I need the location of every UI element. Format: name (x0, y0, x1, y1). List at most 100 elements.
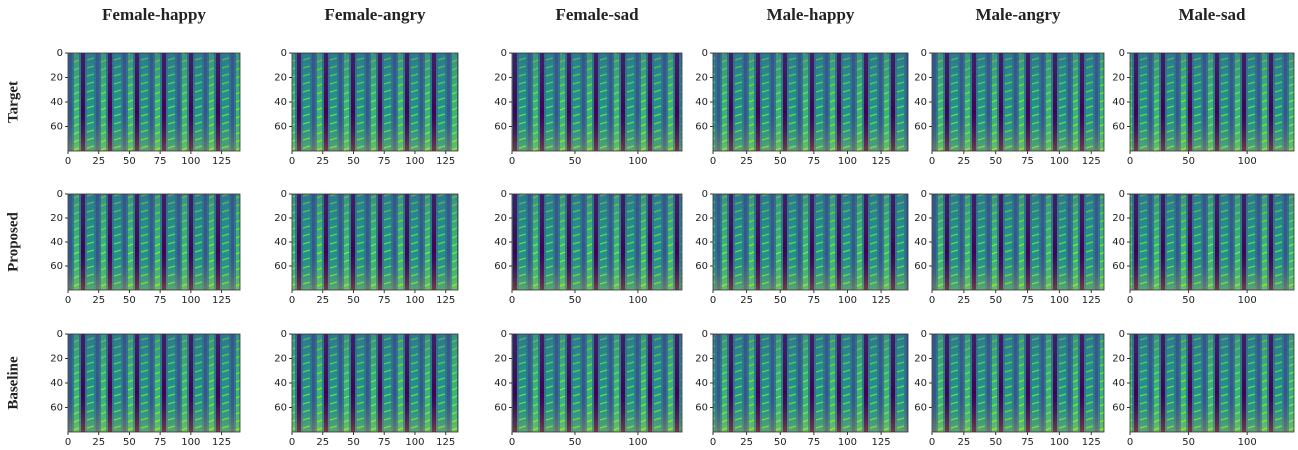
x-tick-label: 125 (212, 295, 231, 306)
spectrogram-shade (713, 53, 908, 151)
x-tick-label: 50 (774, 437, 787, 448)
column-title: Male-happy (767, 5, 855, 24)
spectrogram-shade (1130, 194, 1294, 290)
x-tick-label: 25 (740, 437, 753, 448)
spectrogram-shade (292, 194, 458, 290)
y-tick-label: 60 (1112, 261, 1125, 272)
x-tick-label: 125 (1082, 437, 1101, 448)
y-tick-label: 60 (274, 261, 287, 272)
y-tick-label: 20 (274, 213, 287, 224)
x-tick-label: 100 (628, 295, 647, 306)
spectrogram-shade (932, 194, 1104, 290)
y-tick-label: 0 (501, 48, 507, 59)
x-tick-label: 25 (92, 437, 105, 448)
x-tick-label: 100 (181, 156, 200, 167)
y-tick-label: 20 (914, 213, 927, 224)
x-tick-label: 25 (316, 295, 329, 306)
x-tick-label: 100 (405, 437, 424, 448)
x-tick-label: 0 (289, 437, 295, 448)
y-tick-label: 0 (702, 329, 708, 340)
x-tick-label: 0 (509, 437, 515, 448)
y-tick-label: 0 (702, 48, 708, 59)
x-tick-label: 125 (212, 437, 231, 448)
y-tick-label: 0 (57, 189, 63, 200)
y-tick-label: 60 (914, 122, 927, 133)
y-tick-label: 0 (921, 48, 927, 59)
x-tick-label: 125 (872, 295, 891, 306)
y-tick-label: 40 (695, 97, 708, 108)
x-tick-label: 25 (740, 156, 753, 167)
spectrogram-shade (932, 334, 1104, 432)
spectrogram-shade (68, 53, 240, 151)
x-tick-label: 50 (347, 156, 360, 167)
x-tick-label: 50 (123, 295, 136, 306)
x-tick-label: 50 (347, 437, 360, 448)
x-tick-label: 0 (289, 295, 295, 306)
y-tick-label: 20 (494, 213, 507, 224)
x-tick-label: 75 (1021, 295, 1034, 306)
x-tick-label: 50 (569, 156, 582, 167)
x-tick-label: 25 (92, 156, 105, 167)
y-tick-label: 60 (274, 403, 287, 414)
x-tick-label: 0 (929, 156, 935, 167)
x-tick-label: 50 (774, 295, 787, 306)
x-tick-label: 50 (569, 437, 582, 448)
y-tick-label: 20 (914, 73, 927, 84)
y-tick-label: 0 (921, 189, 927, 200)
x-tick-label: 75 (1021, 437, 1034, 448)
y-tick-label: 20 (274, 354, 287, 365)
y-tick-label: 40 (914, 97, 927, 108)
spectrogram-shade (292, 53, 458, 151)
y-tick-label: 60 (494, 122, 507, 133)
x-tick-label: 100 (1050, 295, 1069, 306)
row-label: Target (5, 81, 21, 123)
spectrogram-shade (68, 334, 240, 432)
x-tick-label: 100 (1050, 156, 1069, 167)
y-tick-label: 60 (494, 403, 507, 414)
x-tick-label: 75 (807, 156, 820, 167)
y-tick-label: 40 (494, 378, 507, 389)
x-tick-label: 50 (347, 295, 360, 306)
x-tick-label: 125 (1082, 156, 1101, 167)
y-tick-label: 20 (494, 354, 507, 365)
spectrogram-shade (713, 334, 908, 432)
x-tick-label: 50 (569, 295, 582, 306)
x-tick-label: 50 (1182, 156, 1195, 167)
x-tick-label: 25 (316, 156, 329, 167)
y-tick-label: 0 (281, 189, 287, 200)
spectrogram-shade (68, 194, 240, 290)
y-tick-label: 20 (50, 213, 63, 224)
column-title: Female-angry (324, 5, 426, 24)
spectrogram-shade (1130, 334, 1294, 432)
y-tick-label: 40 (494, 237, 507, 248)
x-tick-label: 100 (181, 437, 200, 448)
y-tick-label: 40 (274, 237, 287, 248)
y-tick-label: 40 (695, 378, 708, 389)
x-tick-label: 100 (628, 437, 647, 448)
x-tick-label: 0 (710, 156, 716, 167)
x-tick-label: 25 (957, 437, 970, 448)
x-tick-label: 25 (957, 156, 970, 167)
x-tick-label: 75 (154, 156, 167, 167)
y-tick-label: 40 (494, 97, 507, 108)
x-tick-label: 125 (1082, 295, 1101, 306)
x-tick-label: 100 (181, 295, 200, 306)
y-tick-label: 60 (274, 122, 287, 133)
x-tick-label: 75 (1021, 156, 1034, 167)
x-tick-label: 125 (436, 295, 455, 306)
x-tick-label: 0 (1127, 156, 1133, 167)
y-tick-label: 40 (274, 97, 287, 108)
spectrogram-shade (512, 194, 682, 290)
y-tick-label: 60 (695, 122, 708, 133)
y-tick-label: 60 (50, 122, 63, 133)
x-tick-label: 0 (929, 437, 935, 448)
x-tick-label: 50 (989, 295, 1002, 306)
x-tick-label: 100 (1238, 437, 1257, 448)
y-tick-label: 40 (50, 97, 63, 108)
spectrogram-shade (292, 334, 458, 432)
y-tick-label: 60 (914, 403, 927, 414)
x-tick-label: 75 (807, 295, 820, 306)
x-tick-label: 75 (154, 295, 167, 306)
y-tick-label: 40 (1112, 237, 1125, 248)
